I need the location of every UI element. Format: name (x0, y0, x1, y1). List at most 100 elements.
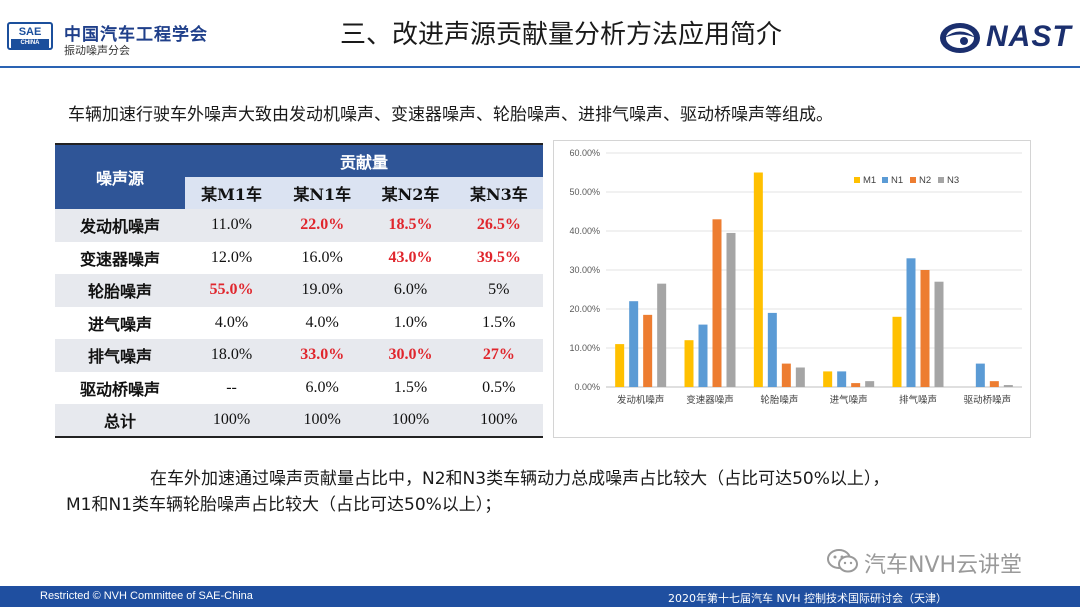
x-category-label: 轮胎噪声 (760, 394, 798, 406)
legend-label: N1 (891, 175, 903, 186)
conclusion-line-2: M1和N1类车辆轮胎噪声占比较大（占比可达50%以上）； (66, 495, 502, 515)
contribution-value: 18.5% (366, 209, 455, 242)
header-divider (0, 66, 1080, 68)
y-tick-label: 0.00% (574, 382, 600, 392)
bar-n2 (920, 270, 930, 387)
conclusion-line-1: 在车外加速通过噪声贡献量占比中，N2和N3类车辆动力总成噪声占比较大（占比可达5… (150, 469, 890, 489)
row-noise-source: 轮胎噪声 (55, 274, 185, 307)
nast-logo: NAST (938, 18, 1071, 58)
contribution-value: 0.5% (482, 378, 516, 396)
footer-copyright: Restricted © NVH Committee of SAE-China (40, 590, 253, 602)
intro-text: 车辆加速行驶车外噪声大致由发动机噪声、变速器噪声、轮胎噪声、进排气噪声、驱动桥噪… (68, 105, 833, 125)
col-header-contribution: 贡献量 (185, 143, 543, 177)
noise-contribution-table: 噪声源 贡献量 某M1车 某N1车 某N2车 某N3车 发动机噪声 11.0% 22… (55, 143, 543, 438)
bar-n3 (657, 283, 667, 387)
contribution-value: 6.0% (305, 378, 339, 396)
bar-n1 (767, 312, 777, 387)
contribution-value: 1.5% (393, 378, 428, 396)
wechat-icon (827, 549, 858, 573)
table-row: 驱动桥噪声 -- 6.0% 1.5% 0.5% (55, 372, 543, 405)
table-row: 轮胎噪声 55.0% 19.0% 6.0% 5% (55, 274, 543, 307)
bar-n2 (643, 314, 653, 387)
row-noise-source: 总计 (55, 404, 185, 438)
row-noise-source: 驱动桥噪声 (79, 379, 160, 399)
contribution-value: 12.0% (210, 248, 253, 266)
slide-footer: Restricted © NVH Committee of SAE-China … (0, 586, 1080, 607)
contribution-value: 100% (185, 404, 279, 438)
bar-n1 (975, 363, 985, 387)
row-noise-source: 排气噪声 (55, 339, 185, 372)
x-category-label: 变速器噪声 (686, 394, 734, 406)
bar-n3 (934, 281, 944, 387)
slide-title: 三、改进声源贡献量分析方法应用简介 (340, 20, 783, 50)
slide-header: SAE CHINA 中国汽车工程学会 振动噪声分会 三、改进声源贡献量分析方法应… (0, 0, 1080, 68)
x-category-label: 驱动桥噪声 (964, 394, 1012, 406)
bar-m1 (684, 340, 694, 387)
row-noise-source: 进气噪声 (87, 314, 152, 334)
x-category-label: 发动机噪声 (617, 394, 665, 406)
contribution-value: 1.0% (393, 313, 428, 331)
watermark-text: 汽车NVH云讲堂 (864, 553, 1023, 578)
legend-label: N2 (919, 175, 931, 186)
contribution-value: 19.0% (278, 274, 367, 307)
bar-n2 (989, 381, 999, 387)
bar-n1 (629, 301, 639, 387)
nast-emblem-icon (940, 23, 980, 53)
legend-label: N3 (947, 175, 959, 186)
contribution-value: 27% (454, 339, 543, 372)
contribution-value: 30.0% (366, 339, 455, 372)
contribution-value: 100% (366, 404, 455, 438)
bar-n3 (726, 232, 736, 387)
row-noise-source: 变速器噪声 (79, 249, 160, 269)
col-header-vehicle: 某N2车 (366, 176, 455, 209)
bar-n3 (865, 381, 875, 387)
contribution-value: 55.0% (185, 274, 279, 307)
bar-m1 (615, 344, 625, 387)
contribution-value: 33.0% (278, 339, 367, 372)
row-noise-source: 发动机噪声 (55, 209, 185, 242)
bar-n3 (1003, 385, 1013, 387)
bar-m1 (753, 172, 763, 387)
contribution-value: 5% (454, 274, 543, 307)
contribution-value: 39.5% (476, 248, 521, 266)
y-tick-label: 40.00% (569, 226, 600, 236)
legend-swatch (854, 177, 860, 183)
nast-logo-text: NAST (986, 20, 1072, 53)
org-subtitle: 振动噪声分会 (64, 44, 130, 57)
bar-n2 (851, 383, 861, 387)
contribution-value: 43.0% (388, 248, 433, 266)
x-category-label: 排气噪声 (899, 394, 937, 406)
legend-swatch (938, 177, 944, 183)
table-row: 排气噪声 18.0% 33.0% 30.0% 27% (55, 339, 543, 372)
table-row: 变速器噪声 12.0% 16.0% 43.0% 39.5% (55, 242, 543, 275)
contribution-value: 100% (454, 404, 543, 438)
y-tick-label: 30.00% (569, 265, 600, 275)
y-tick-label: 60.00% (569, 148, 600, 158)
table-row: 进气噪声 4.0% 4.0% 1.0% 1.5% (55, 307, 543, 340)
contribution-value: 11.0% (185, 209, 279, 242)
footer-event: 2020年第十七届汽车 NVH 控制技术国际研讨会（天津） (668, 592, 948, 605)
bar-chart-svg: 0.00% 10.00% 20.00% 30.00% 40.00% 50.00% 60.00… (569, 148, 1022, 406)
y-tick-label: 10.00% (569, 343, 600, 353)
y-tick-label: 20.00% (569, 304, 600, 314)
bar-n2 (712, 219, 722, 387)
col-header-vehicle: 某N3车 (454, 176, 543, 209)
table-row: 总计 100% 100% 100% 100% (55, 404, 543, 438)
bar-n1 (837, 371, 847, 387)
contribution-value: 4.0% (214, 313, 249, 331)
col-header-vehicle: 某N1车 (278, 176, 367, 209)
contribution-value: 26.5% (454, 209, 543, 242)
bar-m1 (892, 316, 902, 387)
table-row: 发动机噪声 11.0% 22.0% 18.5% 26.5% (55, 209, 543, 242)
contribution-value: 6.0% (366, 274, 455, 307)
org-name: 中国汽车工程学会 (64, 25, 208, 45)
bar-n1 (698, 324, 708, 387)
contribution-value: -- (226, 378, 237, 396)
y-tick-label: 50.00% (569, 187, 600, 197)
contribution-value: 1.5% (482, 313, 516, 331)
legend-swatch (910, 177, 916, 183)
bar-n1 (906, 258, 916, 387)
col-header-vehicle: 某M1车 (185, 176, 279, 209)
watermark: 汽车NVH云讲堂 (826, 545, 1056, 578)
contribution-value: 22.0% (278, 209, 367, 242)
